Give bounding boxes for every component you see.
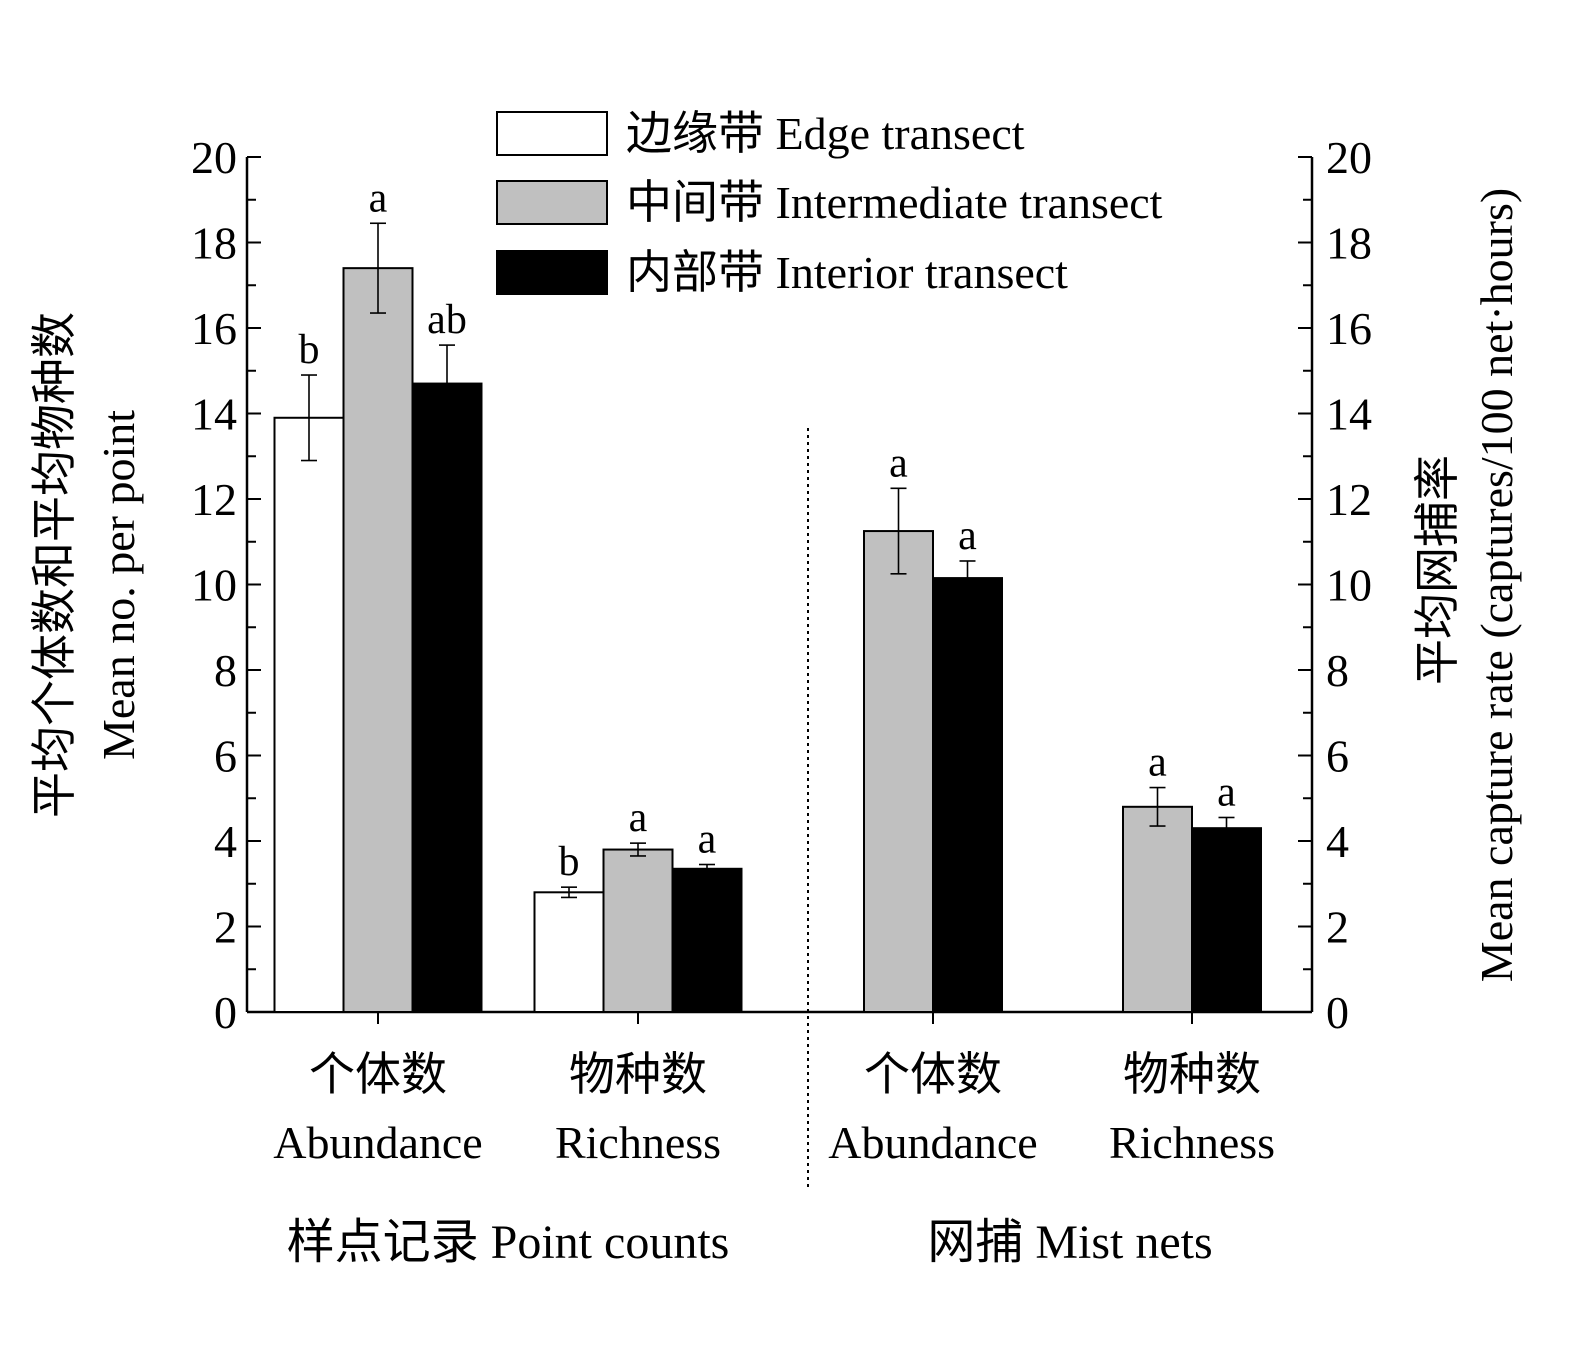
- bar: [1122, 805, 1193, 1013]
- category-label-cn: 个体数: [864, 1049, 1002, 1100]
- bar: [411, 382, 483, 1013]
- y-tick-label-right: 16: [1326, 303, 1372, 354]
- y-tick-label-left: 2: [214, 902, 237, 953]
- y-tick-label-right: 2: [1326, 902, 1349, 953]
- y-tick-label-right: 14: [1326, 389, 1372, 440]
- significance-label: ab: [427, 297, 467, 343]
- y-tick-label-right: 10: [1326, 560, 1372, 611]
- y-tick-label-left: 10: [191, 560, 237, 611]
- category-label-en: Richness: [1109, 1117, 1275, 1168]
- significance-label: a: [698, 817, 717, 863]
- bar: [342, 267, 414, 1013]
- bar: [932, 577, 1003, 1014]
- significance-label: a: [629, 795, 648, 841]
- y-axis-title-right-en: Mean capture rate (captures/100 net·hour…: [1471, 188, 1522, 982]
- y-tick-label-right: 0: [1326, 987, 1349, 1038]
- legend-label: 边缘带 Edge transect: [626, 108, 1025, 159]
- y-tick-label-left: 6: [214, 731, 237, 782]
- y-axis-title-right-cn: 平均网捕率: [1412, 455, 1463, 685]
- significance-label: a: [958, 513, 977, 559]
- y-tick-label-right: 4: [1326, 816, 1349, 867]
- significance-label: b: [299, 327, 320, 373]
- y-tick-label-left: 12: [191, 474, 237, 525]
- bars: [273, 222, 1262, 1014]
- y-tick-label-left: 8: [214, 645, 237, 696]
- significance-label: a: [1148, 740, 1167, 786]
- significance-label: a: [369, 175, 388, 221]
- bar: [863, 530, 934, 1013]
- legend-label: 中间带 Intermediate transect: [626, 177, 1163, 228]
- bar: [273, 416, 345, 1013]
- y-tick-label-right: 20: [1326, 132, 1372, 183]
- y-tick-label-left: 16: [191, 303, 237, 354]
- labels: 0 2 4 6 8 10 12 14 16 18 20 0 2 4 6 8 10 12 14 16 18 20 平均个体数和…: [29, 132, 1522, 1269]
- legend-swatch: [496, 250, 608, 295]
- category-label-en: Abundance: [828, 1117, 1037, 1168]
- category-label-cn: 个体数: [309, 1049, 447, 1100]
- significance-label: b: [559, 839, 580, 885]
- legend-swatch: [496, 111, 608, 156]
- y-tick-label-left: 0: [214, 987, 237, 1038]
- category-label-en: Abundance: [273, 1117, 482, 1168]
- bar: [671, 867, 743, 1013]
- category-label-cn: 物种数: [1123, 1049, 1261, 1100]
- category-label-cn: 物种数: [569, 1049, 707, 1100]
- bar: [602, 848, 674, 1013]
- y-tick-label-left: 14: [191, 389, 237, 440]
- group-label: 样点记录 Point counts: [287, 1216, 730, 1269]
- significance-label: a: [889, 440, 908, 486]
- y-tick-label-right: 8: [1326, 645, 1349, 696]
- y-tick-label-right: 12: [1326, 474, 1372, 525]
- y-tick-label-left: 20: [191, 132, 237, 183]
- category-label-en: Richness: [555, 1117, 721, 1168]
- y-tick-label-left: 18: [191, 218, 237, 269]
- significance-label: a: [1217, 769, 1236, 815]
- y-axis-title-left-cn: 平均个体数和平均物种数: [29, 312, 80, 818]
- legend-label: 内部带 Interior transect: [626, 247, 1068, 298]
- y-tick-label-left: 4: [214, 816, 237, 867]
- legend-swatch: [496, 180, 608, 225]
- bar: [1191, 827, 1262, 1013]
- y-tick-label-right: 6: [1326, 731, 1349, 782]
- bar: [533, 891, 605, 1013]
- legend: 边缘带 Edge transect 中间带 Intermediate transe…: [496, 108, 1163, 298]
- group-label: 网捕 Mist nets: [927, 1216, 1212, 1269]
- y-axis-title-left-en: Mean no. per point: [93, 410, 144, 760]
- y-tick-label-right: 18: [1326, 218, 1372, 269]
